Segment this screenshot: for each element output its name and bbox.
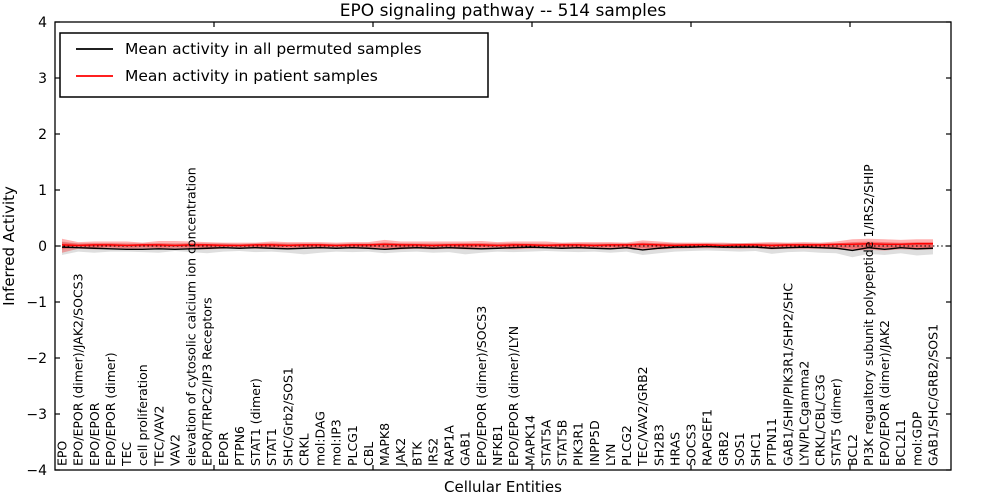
entity-label: STAT5B — [555, 420, 570, 466]
entity-label: PLCG2 — [619, 425, 634, 466]
x-axis-label: Cellular Entities — [444, 478, 562, 496]
entity-label: STAT5A — [538, 419, 553, 466]
entity-label: EPOR/TRPC2/IP3 Receptors — [200, 297, 215, 466]
entity-label: CRKL/CBL/C3G — [813, 374, 828, 466]
chart-title: EPO signaling pathway -- 514 samples — [340, 1, 667, 21]
entity-label: BCL2 — [845, 434, 860, 466]
entity-label: EPO — [55, 441, 70, 466]
entity-label: CRKL — [296, 433, 311, 466]
y-tick-label: −1 — [26, 295, 47, 311]
entity-label: INPP5D — [587, 420, 602, 466]
y-tick-labels: 4 3 2 1 0 −1 −2 −3 −4 — [26, 15, 47, 479]
entity-label: GRB2 — [716, 431, 731, 466]
entity-label: LYN — [603, 444, 618, 466]
patient-mean-line — [61, 243, 933, 247]
entity-label: EPO/EPOR (dimer)/JAK2/SOCS3 — [71, 273, 86, 466]
x-tick-entity-labels: EPO EPO/EPOR (dimer)/JAK2/SOCS3 EPO/EPOR EP… — [55, 164, 941, 467]
entity-label: SOS1 — [732, 432, 747, 466]
entity-label: SHC/Grb2/SOS1 — [280, 367, 295, 466]
entity-label: NFKB1 — [490, 425, 505, 466]
entity-label: GAB1 — [458, 431, 473, 466]
entity-label: STAT1 (dimer) — [248, 378, 263, 466]
y-tick-label: 3 — [38, 71, 47, 87]
entity-label: PTPN11 — [764, 418, 779, 466]
entity-label: TEC — [119, 441, 134, 467]
axis-ticks — [55, 21, 951, 471]
entity-label: cell proliferation — [135, 364, 150, 466]
y-tick-label: 0 — [38, 239, 47, 255]
legend-label-permuted: Mean activity in all permuted samples — [125, 40, 422, 58]
entity-label: SHC1 — [748, 432, 763, 466]
entity-label: mol:DAG — [313, 411, 328, 466]
entity-label: mol:GDP — [909, 411, 924, 466]
entity-label: SOCS3 — [684, 424, 699, 466]
entity-label: BCL2L1 — [893, 419, 908, 466]
entity-label: IRS2 — [425, 438, 440, 466]
entity-label: EPO/EPOR (dimer)/JAK2 — [877, 320, 892, 466]
entity-label: PI3K regualtory subunit polypeptide 1/IR… — [861, 164, 876, 466]
y-tick-label: 1 — [38, 183, 47, 199]
entity-label: EPO/EPOR — [87, 402, 102, 466]
entity-label: VAV2 — [167, 434, 182, 466]
y-tick-label: −3 — [26, 407, 47, 423]
entity-label: PIK3R1 — [571, 422, 586, 466]
entity-label: TEC/VAV2/GRB2 — [635, 366, 650, 467]
entity-label: TEC/VAV2 — [151, 406, 166, 467]
y-tick-label: −2 — [26, 351, 47, 367]
entity-label: CBL — [361, 442, 376, 466]
series-lines — [61, 243, 934, 252]
entity-label: EPO/EPOR (dimer)/SOCS3 — [474, 306, 489, 466]
legend-label-patient: Mean activity in patient samples — [125, 67, 378, 85]
entity-label: PTPN6 — [232, 426, 247, 466]
entity-label: EPO/EPOR (dimer)/LYN — [506, 326, 521, 466]
y-tick-label: 4 — [38, 15, 47, 31]
entity-label: MAPK14 — [522, 415, 537, 466]
legend-box — [59, 32, 489, 98]
entity-label: RAP1A — [442, 425, 457, 466]
entity-label: BTK — [409, 441, 424, 466]
entity-label: STAT5 (dimer) — [829, 378, 844, 466]
entity-label: HRAS — [667, 432, 682, 466]
y-tick-label: 2 — [38, 127, 47, 143]
y-axis-label: Inferred Activity — [0, 186, 18, 306]
entity-label: MAPK8 — [377, 423, 392, 466]
entity-label: LYN/PLCgamma2 — [796, 361, 811, 466]
permuted-mean-line — [61, 245, 934, 252]
entity-label: mol:IP3 — [329, 419, 344, 466]
entity-label: GAB1/SHC/GRB2/SOS1 — [926, 324, 941, 466]
entity-label: GAB1/SHIP/PIK3R1/SHP2/SHC — [780, 283, 795, 466]
entity-label: RAPGEF1 — [700, 409, 715, 466]
entity-label: PLCG1 — [345, 425, 360, 466]
entity-label: elevation of cytosolic calcium ion conce… — [184, 167, 199, 466]
entity-label: SH2B3 — [651, 424, 666, 466]
entity-label: STAT1 — [264, 428, 279, 466]
entity-label: EPO/EPOR (dimer) — [103, 352, 118, 466]
entity-label: JAK2 — [393, 438, 408, 467]
y-tick-label: −4 — [26, 463, 47, 479]
legend: Mean activity in all permuted samples Me… — [59, 32, 489, 98]
entity-label: EPOR — [216, 432, 231, 466]
